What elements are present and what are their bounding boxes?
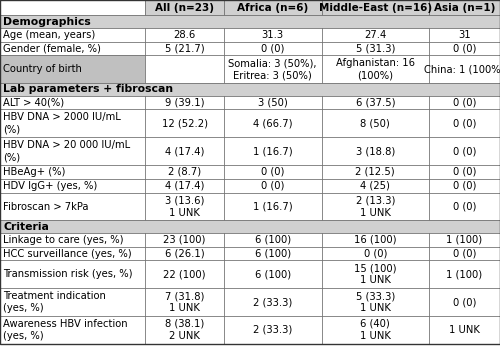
Text: 6 (100): 6 (100) [254,269,291,279]
Bar [322,193,429,221]
Bar [322,261,429,288]
Bar [224,110,322,137]
Bar [0,261,145,288]
Text: 31.3: 31.3 [262,30,284,40]
Bar [145,233,224,247]
Bar [322,316,429,344]
Bar [322,55,429,83]
Bar [224,288,322,316]
Bar [145,28,224,42]
Bar [322,247,429,261]
Text: Demographics: Demographics [3,16,91,26]
Text: 6 (37.5): 6 (37.5) [356,97,395,107]
Text: Age (mean, years): Age (mean, years) [3,30,95,40]
Text: 23 (100): 23 (100) [164,234,205,245]
Bar [322,28,429,42]
Bar [429,28,500,42]
Text: 1 (16.7): 1 (16.7) [253,146,292,156]
Text: China: 1 (100%): China: 1 (100%) [424,64,500,74]
Bar [322,179,429,193]
Text: 8 (38.1)
2 UNK: 8 (38.1) 2 UNK [165,319,204,341]
Bar [429,110,500,137]
Bar [224,316,322,344]
Bar [0,193,145,221]
Text: 0 (0): 0 (0) [453,297,476,307]
Text: 0 (0): 0 (0) [364,248,387,258]
Bar [429,288,500,316]
Bar [145,165,224,179]
Text: 0 (0): 0 (0) [453,97,476,107]
Bar [0,83,500,96]
Text: Country of birth: Country of birth [3,64,82,74]
Bar [429,137,500,165]
Text: ALT > 40(%): ALT > 40(%) [3,97,64,107]
Bar [224,0,322,15]
Text: 28.6: 28.6 [174,30,196,40]
Bar [0,28,145,42]
Text: 12 (52.2): 12 (52.2) [162,118,208,128]
Text: Fibroscan > 7kPa: Fibroscan > 7kPa [3,202,88,212]
Bar [0,233,145,247]
Bar [0,247,145,261]
Bar [429,165,500,179]
Text: 4 (17.4): 4 (17.4) [165,146,204,156]
Bar [322,110,429,137]
Text: 3 (18.8): 3 (18.8) [356,146,395,156]
Text: 8 (50): 8 (50) [360,118,390,128]
Text: 27.4: 27.4 [364,30,386,40]
Bar [0,0,145,15]
Bar [145,288,224,316]
Text: 6 (40)
1 UNK: 6 (40) 1 UNK [360,319,390,341]
Text: 0 (0): 0 (0) [453,181,476,191]
Bar [224,42,322,55]
Text: 1 (100): 1 (100) [446,269,482,279]
Text: 7 (31.8)
1 UNK: 7 (31.8) 1 UNK [165,291,204,313]
Bar [322,137,429,165]
Bar [145,261,224,288]
Text: 1 (100): 1 (100) [446,234,482,245]
Bar [322,0,429,15]
Text: 2 (33.3): 2 (33.3) [253,297,292,307]
Bar [0,42,145,55]
Text: Gender (female, %): Gender (female, %) [3,44,101,54]
Bar [429,316,500,344]
Bar [145,193,224,221]
Bar [0,137,145,165]
Bar [0,15,500,28]
Bar [429,96,500,110]
Text: 5 (33.3)
1 UNK: 5 (33.3) 1 UNK [356,291,395,313]
Text: All (n=23): All (n=23) [155,3,214,13]
Bar [429,179,500,193]
Bar [322,233,429,247]
Text: 2 (13.3)
1 UNK: 2 (13.3) 1 UNK [356,195,395,218]
Text: 6 (100): 6 (100) [254,234,291,245]
Bar [0,288,145,316]
Bar [429,261,500,288]
Text: 0 (0): 0 (0) [453,202,476,212]
Text: Criteria: Criteria [3,222,49,232]
Text: 2 (33.3): 2 (33.3) [253,325,292,335]
Bar [145,0,224,15]
Bar [429,193,500,221]
Text: 4 (25): 4 (25) [360,181,390,191]
Bar [145,110,224,137]
Text: 22 (100): 22 (100) [163,269,206,279]
Bar [145,55,224,83]
Text: 0 (0): 0 (0) [261,181,284,191]
Bar [322,96,429,110]
Bar [429,42,500,55]
Text: 0 (0): 0 (0) [261,167,284,177]
Text: 6 (26.1): 6 (26.1) [164,248,204,258]
Bar [322,42,429,55]
Text: Somalia: 3 (50%),
Eritrea: 3 (50%): Somalia: 3 (50%), Eritrea: 3 (50%) [228,58,317,80]
Text: 1 (16.7): 1 (16.7) [253,202,292,212]
Bar [429,0,500,15]
Text: 0 (0): 0 (0) [261,44,284,54]
Text: 16 (100): 16 (100) [354,234,397,245]
Bar [224,233,322,247]
Bar [0,316,145,344]
Bar [145,137,224,165]
Text: 5 (31.3): 5 (31.3) [356,44,395,54]
Text: Lab parameters + fibroscan: Lab parameters + fibroscan [3,84,173,95]
Text: Awareness HBV infection
(yes, %): Awareness HBV infection (yes, %) [3,319,128,341]
